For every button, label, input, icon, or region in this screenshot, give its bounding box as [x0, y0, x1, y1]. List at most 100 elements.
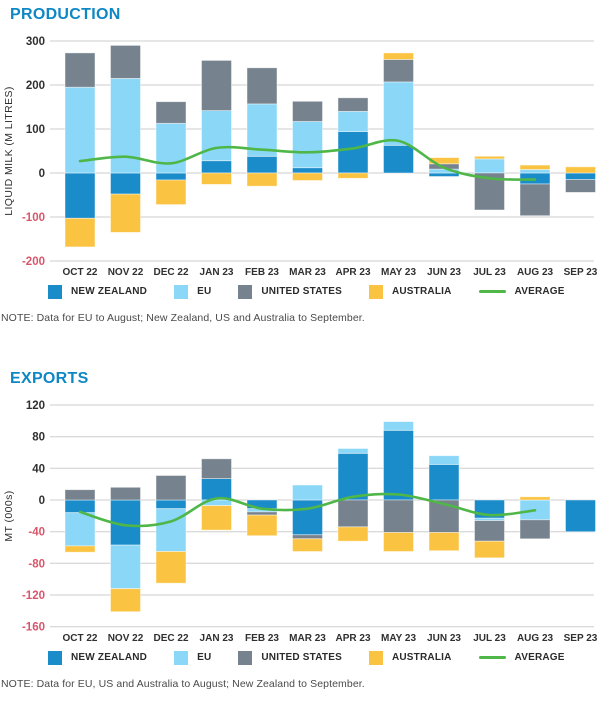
bar-segment-united-states — [292, 100, 323, 122]
bar-segment-united-states — [110, 486, 141, 501]
bar-segment-australia — [110, 588, 141, 613]
legend-item-average: AVERAGE — [478, 286, 565, 297]
bar-segment-united-states — [201, 60, 232, 112]
y-axis-title: MT (000s) — [3, 490, 15, 541]
y-tick-label: 40 — [32, 463, 45, 475]
bar-segment-australia — [292, 172, 323, 181]
bar-segment-united-states — [337, 97, 369, 112]
production-note: NOTE: Data for EU to August; New Zealand… — [1, 312, 365, 324]
bar-segment-australia — [201, 172, 232, 185]
x-tick-label: FEB 23 — [245, 267, 279, 278]
bar-segment-united-states — [64, 489, 96, 501]
bar-segment-eu — [337, 448, 369, 454]
production-section: PRODUCTION 300 200 100 0 -100 -200 LIQUID MILK… — [0, 6, 600, 324]
x-tick-label: OCT 22 — [62, 633, 97, 644]
x-tick-label: MAY 23 — [381, 633, 416, 644]
exports-note: NOTE: Data for EU, US and Australia to A… — [1, 678, 365, 690]
bar-segment-australia — [246, 172, 278, 187]
bar-segment-australia — [337, 526, 369, 542]
production-chart: 300 200 100 0 -100 -200 LIQUID MILK (M LITRES)… — [3, 36, 598, 278]
legend-swatch-eu — [174, 284, 189, 299]
legend-item-eu: EU — [174, 284, 212, 299]
y-tick-label: 0 — [39, 495, 45, 507]
bar-segment-eu — [337, 111, 369, 133]
bar-segment-australia — [428, 157, 460, 165]
legend-item-united-states: UNITED STATES — [238, 650, 342, 665]
x-tick-label: APR 23 — [335, 633, 370, 644]
exports-section: EXPORTS 120 80 40 0 -40 -80 -120 -160 MT (000s) O… — [0, 370, 600, 690]
legend-item-new-zealand: NEW ZEALAND — [48, 650, 148, 665]
legend-item-australia: AUSTRALIA — [368, 284, 452, 299]
legend-label: UNITED STATES — [261, 652, 342, 663]
x-tick-label: JUN 23 — [427, 633, 461, 644]
bar-segment-new-zealand — [246, 155, 278, 174]
production-legend: NEW ZEALAND EU UNITED STATES AUSTRALIA AVERA… — [48, 284, 600, 299]
legend-swatch-australia — [368, 284, 383, 299]
bar-segment-australia — [428, 532, 460, 552]
bar-segment-eu — [110, 544, 141, 590]
y-tick-label: 100 — [26, 124, 45, 136]
bar-segment-eu — [292, 121, 323, 169]
x-tick-label: DEC 22 — [153, 267, 188, 278]
bar-segment-united-states — [292, 534, 323, 540]
bar-segment-australia — [519, 164, 551, 170]
bar-segment-australia — [474, 540, 505, 559]
average-line-icon — [478, 656, 506, 659]
bar-segment-new-zealand — [383, 429, 414, 501]
exports-legend: NEW ZEALAND EU UNITED STATES AUSTRALIA AVERA… — [48, 650, 600, 665]
y-tick-label: -40 — [28, 527, 45, 539]
bar-segment-australia — [337, 172, 369, 179]
legend-swatch-united-states — [238, 650, 253, 665]
x-tick-label: OCT 22 — [62, 267, 97, 278]
bar-segment-new-zealand — [110, 172, 141, 195]
y-tick-label: 300 — [26, 36, 45, 48]
average-line-icon — [478, 290, 506, 293]
bar-segment-eu — [292, 484, 323, 501]
x-tick-label: JUL 23 — [473, 633, 506, 644]
bar-segment-united-states — [337, 499, 369, 528]
bar-segment-united-states — [155, 101, 187, 124]
legend-label: NEW ZEALAND — [71, 652, 148, 663]
bar-segment-united-states — [383, 499, 414, 533]
x-tick-label: NOV 22 — [108, 267, 144, 278]
bar-segment-united-states — [519, 519, 551, 540]
y-tick-label: 80 — [32, 432, 45, 444]
bar-segment-united-states — [64, 52, 96, 88]
bar-segment-united-states — [155, 475, 187, 501]
legend-item-new-zealand: NEW ZEALAND — [48, 284, 148, 299]
legend-label: AVERAGE — [514, 652, 565, 663]
bar-segment-australia — [110, 193, 141, 233]
x-tick-label: SEP 23 — [564, 267, 598, 278]
bar-segment-united-states — [246, 67, 278, 105]
bar-segment-australia — [383, 532, 414, 552]
legend-label: EU — [197, 286, 212, 297]
y-tick-label: 120 — [26, 400, 45, 412]
x-tick-label: MAR 23 — [289, 267, 326, 278]
bar-segment-new-zealand — [201, 160, 232, 174]
bar-segment-new-zealand — [155, 172, 187, 181]
y-tick-label: -200 — [22, 256, 45, 268]
x-tick-label: SEP 23 — [564, 633, 598, 644]
bar-segment-new-zealand — [337, 131, 369, 174]
bar-segment-new-zealand — [428, 172, 460, 177]
bar-segment-eu — [64, 512, 96, 547]
bar-segment-united-states — [565, 179, 596, 193]
x-tick-label: MAR 23 — [289, 633, 326, 644]
x-tick-label: JAN 23 — [200, 267, 234, 278]
bar-segment-united-states — [201, 458, 232, 480]
bar-segment-eu — [428, 455, 460, 465]
x-tick-label: JUN 23 — [427, 267, 461, 278]
x-tick-label: JAN 23 — [200, 633, 234, 644]
bar-segment-eu — [519, 169, 551, 174]
legend-item-average: AVERAGE — [478, 652, 565, 663]
production-title: PRODUCTION — [10, 6, 121, 23]
legend-label: NEW ZEALAND — [71, 286, 148, 297]
x-tick-label: DEC 22 — [153, 633, 188, 644]
bar-segment-eu — [474, 158, 505, 174]
bar-segment-new-zealand — [383, 144, 414, 174]
bar-segment-new-zealand — [201, 478, 232, 501]
legend-swatch-new-zealand — [48, 650, 62, 665]
bar-segment-new-zealand — [292, 167, 323, 174]
bar-segment-united-states — [383, 59, 414, 83]
